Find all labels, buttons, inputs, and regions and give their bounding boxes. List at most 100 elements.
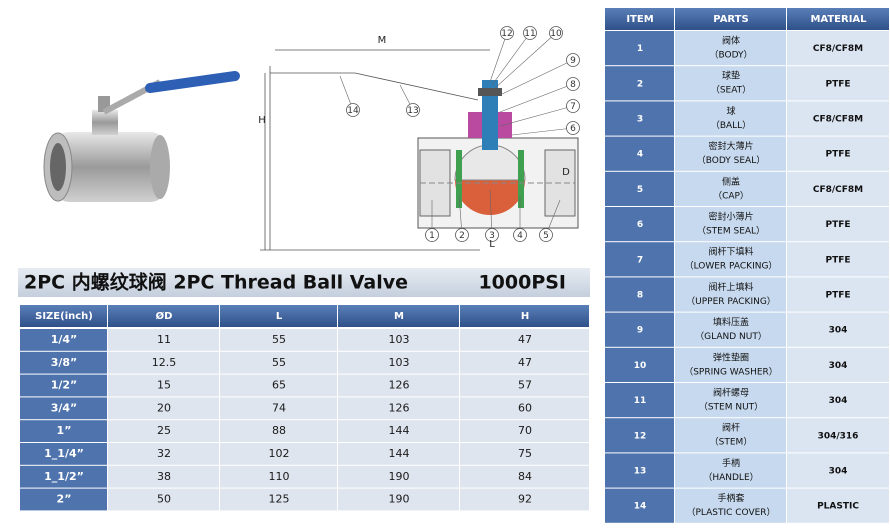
item-cell [605,453,674,488]
header-cell [605,8,674,30]
part-cell [675,31,786,66]
part-name-cn: 手柄套 [717,492,744,504]
table-cell [220,397,337,420]
cell-text: 102 [269,447,290,460]
material-cell [787,488,889,523]
callout-number: 8 [570,80,576,90]
cell-text: 74 [272,401,286,414]
table-cell [338,351,459,374]
item-cell [605,101,674,136]
cell-text: 103 [389,356,410,369]
cell-text: 75 [518,447,532,460]
table-cell [220,374,337,397]
material: CF8/CF8M [813,44,863,54]
material-cell [787,312,889,347]
header-cell [20,305,107,327]
cell-text: 126 [389,401,410,414]
leader [511,127,574,136]
part-name-cn: 阀杆螺母 [713,387,749,399]
product-photo [43,71,240,202]
part-name-en: （SPRING WASHER） [684,366,778,377]
material: 304/316 [818,431,859,441]
item-number: 1 [637,44,643,54]
table-cell [108,351,219,374]
table-cell [108,374,219,397]
cell-text: 103 [389,333,410,346]
item-cell [605,242,674,277]
header-text: SIZE(inch) [35,311,93,322]
part-name-cn: 阀杆上填料 [708,281,753,293]
part-cell [675,418,786,453]
callout-circle [500,26,514,40]
cell-text: 126 [389,379,410,392]
part-name-en: （STEM） [710,437,753,448]
callout-number: 1 [429,231,435,241]
callout-circle [523,26,537,40]
table-cell [108,420,219,442]
table-cell [20,443,107,465]
material: PTFE [825,220,850,230]
item-cell [605,66,674,101]
cell-text: 3/8” [51,356,78,369]
item-number: 11 [634,396,647,406]
table-cell [338,443,459,465]
item-number: 3 [637,115,643,125]
cell-text: 55 [272,356,286,369]
table-cell [20,465,107,488]
item-number: 8 [637,291,643,301]
item-cell [605,418,674,453]
table-cell [338,488,459,511]
cell-text: 190 [389,470,410,483]
leader [491,32,531,86]
cell-text: 11 [157,333,171,346]
part-name-cn: 阀杆下填料 [708,246,753,258]
part-name-en: （PLASTIC COVER） [686,507,775,518]
callout-number: 2 [459,231,465,241]
part-name-en: （BODY SEAL） [697,155,765,166]
item-number: 14 [634,502,647,512]
table-cell [460,465,589,488]
pressure: 1000PSI [478,272,566,294]
table-cell [108,397,219,420]
material: PTFE [825,79,850,89]
part-name-cn: 侧盖 [722,175,740,187]
material: CF8/CF8M [813,115,863,125]
item-cell [605,312,674,347]
cell-text: 1_1/2” [44,470,84,483]
table-cell [220,329,337,351]
header-text: M [394,311,404,322]
part-cell [675,488,786,523]
cell-text: 65 [272,379,286,392]
item-number: 13 [634,467,647,477]
header-cell [675,8,786,30]
table-cell [108,465,219,488]
cell-text: 47 [518,356,532,369]
part-name-en: （BODY） [709,50,752,61]
header-text: L [276,311,283,322]
cell-text: 32 [157,447,171,460]
callout-number: 6 [570,124,576,134]
item-cell [605,31,674,66]
material: PTFE [825,291,850,301]
leader [494,32,557,89]
part-cell [675,383,786,418]
part-name-cn: 密封大薄片 [708,140,753,152]
material: 304 [829,396,848,406]
material-cell [787,242,889,277]
title-bar [18,268,590,297]
table-cell [460,488,589,511]
part-name-cn: 阀体 [722,35,740,47]
material-cell [787,277,889,312]
part-cell [675,453,786,488]
item-number: 7 [637,255,643,265]
header-text: MATERIAL [810,14,867,25]
callout-number: 12 [501,29,512,39]
header-text: ØD [156,310,173,322]
cell-text: 1_1/4” [44,447,84,460]
table-cell [338,374,459,397]
part-cell [675,171,786,206]
table-cell [108,329,219,351]
callout-number: 9 [570,56,576,66]
table-cell [220,351,337,374]
